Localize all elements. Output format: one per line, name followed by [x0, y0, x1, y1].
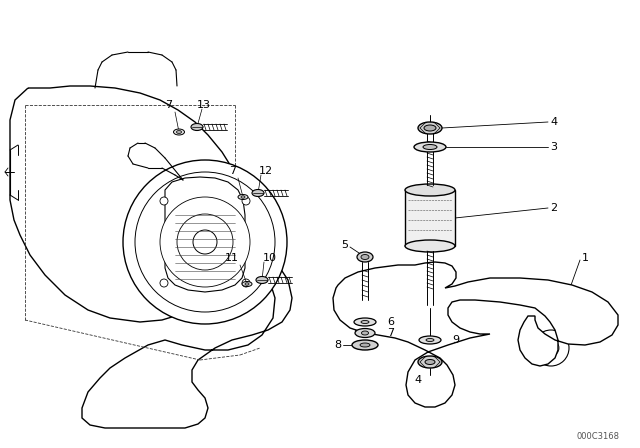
Ellipse shape: [360, 343, 370, 347]
Text: 7: 7: [229, 166, 237, 176]
Polygon shape: [333, 262, 618, 407]
Circle shape: [160, 197, 168, 205]
Ellipse shape: [423, 145, 437, 150]
Circle shape: [543, 340, 559, 356]
Text: 4: 4: [550, 117, 557, 127]
Text: 1: 1: [582, 253, 589, 263]
Ellipse shape: [355, 328, 375, 337]
Ellipse shape: [418, 122, 442, 134]
Bar: [405, 190, 455, 246]
Circle shape: [370, 285, 380, 295]
Text: 3: 3: [550, 142, 557, 152]
Text: 8: 8: [334, 340, 341, 350]
Ellipse shape: [426, 339, 434, 341]
Circle shape: [242, 197, 250, 205]
Text: 10: 10: [263, 253, 277, 263]
Ellipse shape: [177, 130, 182, 134]
Text: 6: 6: [387, 317, 394, 327]
Ellipse shape: [361, 320, 369, 323]
Ellipse shape: [256, 276, 268, 284]
Ellipse shape: [191, 124, 203, 130]
Ellipse shape: [418, 356, 442, 368]
Text: 13: 13: [197, 100, 211, 110]
Ellipse shape: [405, 184, 455, 196]
Ellipse shape: [252, 190, 264, 197]
Text: 7: 7: [387, 328, 394, 338]
Text: 4: 4: [415, 375, 422, 385]
Ellipse shape: [424, 125, 436, 131]
Circle shape: [135, 172, 275, 312]
Text: 9: 9: [452, 335, 459, 345]
Circle shape: [160, 197, 250, 287]
Polygon shape: [165, 177, 245, 292]
Text: 2: 2: [550, 203, 557, 213]
Circle shape: [425, 293, 439, 307]
Circle shape: [533, 330, 569, 366]
Ellipse shape: [242, 281, 252, 287]
Ellipse shape: [241, 196, 245, 198]
Circle shape: [160, 279, 168, 287]
Circle shape: [193, 230, 217, 254]
Ellipse shape: [414, 142, 446, 152]
Ellipse shape: [425, 359, 435, 365]
Ellipse shape: [352, 340, 378, 350]
Circle shape: [123, 160, 287, 324]
Ellipse shape: [405, 240, 455, 252]
Ellipse shape: [362, 331, 369, 335]
Text: 12: 12: [259, 166, 273, 176]
Ellipse shape: [238, 194, 248, 199]
Ellipse shape: [357, 252, 373, 262]
Text: 000C3168: 000C3168: [577, 431, 620, 440]
Ellipse shape: [245, 283, 249, 285]
Ellipse shape: [173, 129, 184, 135]
Text: 11: 11: [225, 253, 239, 263]
Text: 7: 7: [165, 100, 173, 110]
Text: 5: 5: [341, 240, 348, 250]
Circle shape: [242, 279, 250, 287]
Circle shape: [177, 214, 233, 270]
Ellipse shape: [361, 254, 369, 259]
Ellipse shape: [354, 318, 376, 326]
Ellipse shape: [419, 336, 441, 344]
